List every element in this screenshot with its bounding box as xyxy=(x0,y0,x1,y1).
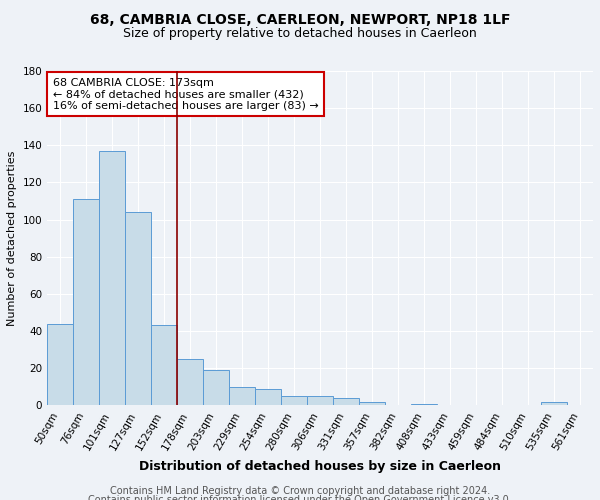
Bar xyxy=(333,398,359,406)
Bar xyxy=(255,388,281,406)
Bar xyxy=(99,151,125,406)
Bar xyxy=(411,404,437,406)
Y-axis label: Number of detached properties: Number of detached properties xyxy=(7,150,17,326)
Bar xyxy=(229,387,255,406)
Bar xyxy=(307,396,333,406)
Bar xyxy=(73,199,99,406)
X-axis label: Distribution of detached houses by size in Caerleon: Distribution of detached houses by size … xyxy=(139,460,501,473)
Bar xyxy=(177,359,203,406)
Bar xyxy=(203,370,229,406)
Bar xyxy=(125,212,151,406)
Text: Contains public sector information licensed under the Open Government Licence v3: Contains public sector information licen… xyxy=(88,495,512,500)
Bar xyxy=(359,402,385,406)
Text: Contains HM Land Registry data © Crown copyright and database right 2024.: Contains HM Land Registry data © Crown c… xyxy=(110,486,490,496)
Bar xyxy=(281,396,307,406)
Bar xyxy=(541,402,567,406)
Bar xyxy=(47,324,73,406)
Text: 68 CAMBRIA CLOSE: 173sqm
← 84% of detached houses are smaller (432)
16% of semi-: 68 CAMBRIA CLOSE: 173sqm ← 84% of detach… xyxy=(53,78,319,111)
Text: 68, CAMBRIA CLOSE, CAERLEON, NEWPORT, NP18 1LF: 68, CAMBRIA CLOSE, CAERLEON, NEWPORT, NP… xyxy=(90,12,510,26)
Bar xyxy=(151,326,177,406)
Text: Size of property relative to detached houses in Caerleon: Size of property relative to detached ho… xyxy=(123,28,477,40)
